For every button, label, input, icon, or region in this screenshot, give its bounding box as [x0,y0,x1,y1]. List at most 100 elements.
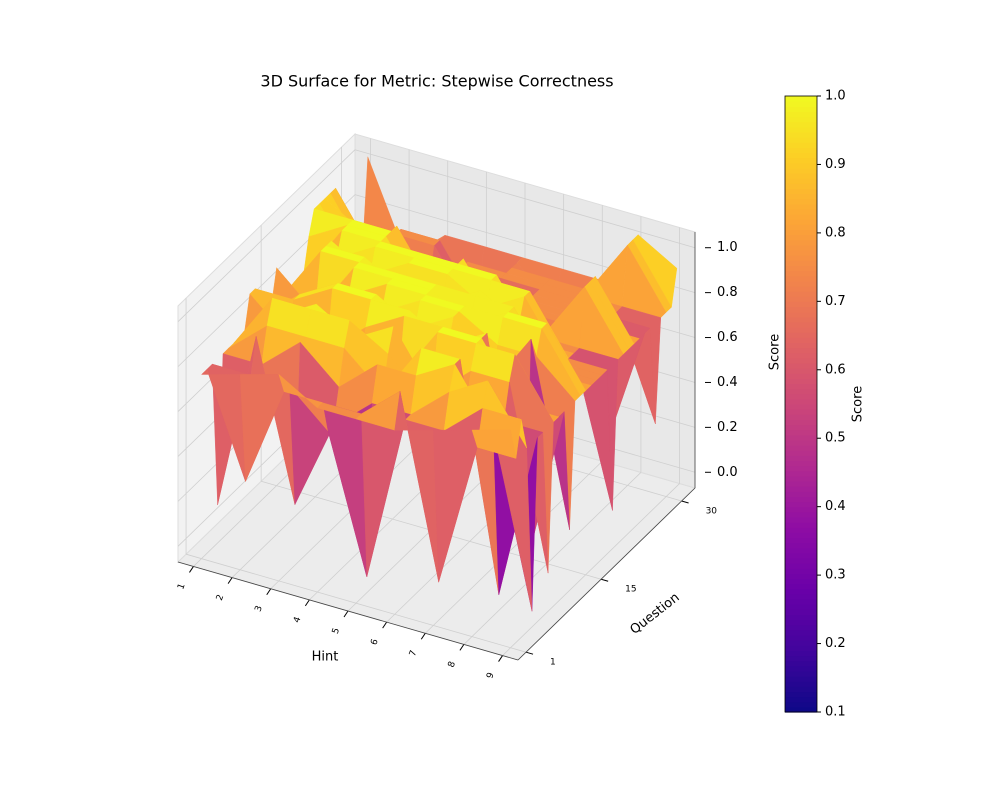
colorbar-segment [785,486,817,492]
colorbar-segment [785,501,817,508]
axis-line [517,487,696,661]
colorbar-segment [785,599,817,605]
colorbar-segment [785,470,817,477]
colorbar-segment [785,198,817,205]
colorbar-segment [785,537,817,544]
x-axis-label: Hint [312,650,339,665]
colorbar-segment [785,306,817,313]
grid-line [354,149,696,249]
x-tick [266,588,272,596]
colorbar-frame [784,95,818,713]
colorbar-segment [785,419,817,426]
colorbar-segment [785,193,817,200]
colorbar-tick-label: 0.9 [825,157,846,172]
colorbar-label: Score [851,386,866,422]
y-tick [600,578,609,582]
colorbar-segment [785,316,817,323]
colorbar-segment [785,311,817,318]
colorbar-segment [785,131,817,138]
colorbar-segment [785,681,817,687]
colorbar-segment [785,188,817,195]
z-axis-label: Score [768,334,783,370]
x-tick [420,632,426,640]
colorbar-segment [785,157,817,164]
colorbar-segment [785,327,817,333]
colorbar-segment [785,434,817,441]
x-tick-label: 8 [447,660,458,669]
colorbar-segment [785,460,817,467]
colorbar-segment [785,409,817,415]
colorbar-segment [785,439,817,446]
x-tick-label: 7 [408,649,419,658]
colorbar-segment [785,137,817,143]
x-tick [459,644,465,651]
colorbar-segment [785,388,817,395]
surface-face [471,429,517,459]
colorbar-segment [785,619,817,626]
colorbar-segment [785,393,817,400]
colorbar-segment [785,593,817,600]
colorbar-segment [785,378,817,385]
colorbar-segment [785,542,817,549]
colorbar-segment [785,614,817,621]
colorbar-segment [785,404,817,410]
colorbar-segment [785,234,817,241]
colorbar-segment [785,321,817,328]
colorbar-segment [785,645,817,651]
x-tick-label: 3 [254,604,265,613]
colorbar-segment [785,280,817,287]
y-tick [681,500,689,504]
z-tick-label: 0.4 [717,375,738,390]
colorbar-segment [785,101,817,107]
colorbar-segment [785,450,817,456]
colorbar-segment [785,147,817,154]
colorbar-segment [785,260,817,266]
colorbar-tick-label: 0.8 [825,225,846,240]
colorbar-tick-label: 0.5 [825,431,846,446]
colorbar-segment [785,629,817,636]
colorbar-segment [785,296,817,302]
colorbar-segment [785,167,817,174]
colorbar-segment [785,368,817,374]
colorbar-segment [785,275,817,282]
colorbar-segment [785,357,817,364]
x-tick-label: 4 [292,615,303,624]
colorbar-segment [785,414,817,420]
colorbar-segment [785,691,817,698]
colorbar-tick-label: 0.7 [825,294,846,309]
colorbar-segment [785,270,817,277]
colorbar-segment [785,383,817,390]
colorbar-segment [785,121,817,128]
colorbar-segment [785,578,817,585]
colorbar-segment [785,250,817,256]
colorbar-segment [785,696,817,703]
x-tick [498,655,503,662]
colorbar-segment [785,481,817,487]
colorbar-segment [785,701,817,708]
colorbar-segment [785,106,817,112]
colorbar-tick-label: 0.1 [825,705,846,720]
colorbar-segment [785,583,817,590]
colorbar-segment [785,455,817,462]
colorbar-segment [785,563,817,569]
colorbar-segment [785,429,817,436]
colorbar-segment [785,347,817,354]
colorbar-segment [785,362,817,369]
colorbar-tick-label: 0.2 [825,636,846,651]
x-tick [382,621,388,629]
colorbar-segment [785,573,817,580]
colorbar-segment [785,291,817,297]
colorbar-tick-label: 0.6 [825,362,846,377]
colorbar-segment [785,162,817,169]
colorbar-segment [785,496,817,503]
colorbar-segment [785,265,817,272]
x-tick [304,599,310,607]
x-tick [343,610,349,618]
y-tick-label: 15 [625,585,636,595]
colorbar-segment [785,624,817,631]
x-tick-label: 5 [331,627,342,636]
z-tick-label: 1.0 [717,240,738,255]
x-tick-label: 2 [215,593,226,602]
z-tick-label: 0.6 [717,330,738,345]
